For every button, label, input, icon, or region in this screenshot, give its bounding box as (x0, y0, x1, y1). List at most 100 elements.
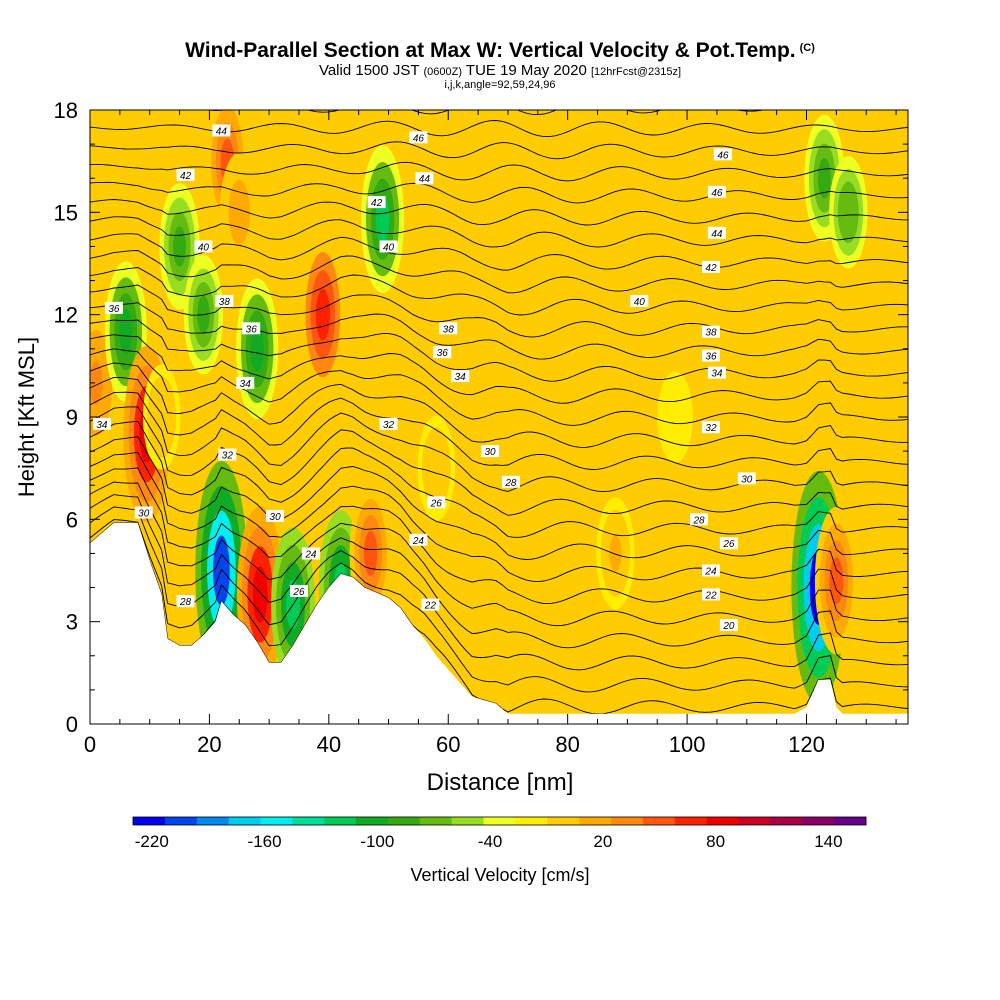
valid-time: Valid 1500 JST (318, 62, 420, 79)
colorbar-swatch (228, 817, 261, 825)
isentrope-label: 34 (236, 376, 255, 390)
isentrope-label-text: 32 (705, 423, 717, 434)
isentrope-line (90, 250, 908, 294)
isentrope-label-bg (104, 301, 123, 314)
isentrope-label-bg (701, 260, 720, 273)
colorbar-swatch (706, 817, 740, 825)
isentrope-line (90, 391, 908, 493)
isentrope-label-text: 28 (504, 478, 517, 489)
isentrope-label-bg (701, 564, 720, 577)
isentrope-label-bg (92, 417, 111, 430)
section-indices: i,j,k,angle=92,59,24,96 (444, 79, 556, 91)
isentrope-label-text: 34 (455, 372, 467, 383)
x-tick-label: 100 (669, 732, 706, 757)
x-tick-label: 40 (317, 732, 341, 757)
isentrope-label-text: 46 (711, 188, 723, 199)
isentrope-label: 38 (439, 322, 458, 335)
plot-clip-group: 44 46 46 42 44 46 42 44 40 40 42 36 38 40 36 38 38 36 36 34… (90, 110, 908, 724)
isentrope-label: 38 (215, 295, 234, 308)
isentrope-label: 30 (266, 509, 285, 523)
isentrope-label-bg (439, 322, 458, 335)
isentrope-label-bg (433, 346, 452, 359)
isentrope-label-bg (707, 185, 726, 198)
chart-title-text: Wind-Parallel Section at Max W: Vertical… (185, 39, 796, 62)
isentrope-line (90, 233, 908, 271)
isentrope-label-text: 40 (634, 297, 646, 308)
y-axis-title: Height [Kft MSL] (14, 337, 39, 497)
isentrope-label-text: 26 (722, 539, 735, 550)
isentrope-line (90, 284, 908, 338)
isentrope-line (90, 319, 908, 382)
chart-title: Wind-Parallel Section at Max W: Vertical… (0, 36, 1000, 63)
colorbar-swatch (515, 817, 548, 825)
y-tick-label: 15 (54, 200, 78, 225)
velocity-cell (669, 402, 681, 432)
isentrope-label-bg (707, 366, 726, 379)
valid-time-utc: (0600Z) (423, 66, 462, 78)
isentrope-label: 34 (451, 370, 470, 383)
isentrope-label: 26 (289, 584, 308, 598)
isentrope-label: 36 (242, 322, 261, 335)
isentrope-label-bg (176, 595, 195, 608)
isentrope-label-text: 46 (717, 150, 729, 161)
velocity-cell (842, 194, 855, 231)
isentrope-line (90, 216, 908, 248)
x-tick-label: 0 (84, 732, 96, 757)
isentrope-label-text: 36 (246, 324, 258, 335)
velocity-cell (173, 226, 186, 267)
isentrope-label-text: 44 (419, 174, 431, 185)
isentrope-line (90, 199, 908, 226)
isentrope-label: 36 (433, 346, 452, 359)
colorbar-swatch (547, 817, 580, 825)
colorbar-swatch (260, 817, 293, 825)
isentrope-label-bg (737, 472, 756, 485)
isentrope-label: 20 (719, 619, 738, 632)
isentrope-label-bg (409, 533, 428, 546)
isentrope-label-text: 36 (108, 304, 120, 315)
velocity-cell (829, 557, 844, 605)
isentrope-line (90, 377, 908, 470)
colorbar-swatch (834, 817, 867, 825)
colorbar-tick-label: 80 (706, 832, 725, 851)
isentrope-label: 46 (713, 148, 732, 161)
isentrope-label: 40 (194, 240, 213, 253)
isentrope-label-text: 26 (292, 587, 305, 598)
isentrope-label-bg (701, 349, 720, 362)
isentrope-label-text: 42 (705, 263, 717, 274)
velocity-cell (363, 530, 378, 576)
colorbar-swatch (770, 817, 803, 825)
isentrope-label-text: 46 (413, 133, 425, 144)
isentrope-label-bg (176, 168, 195, 181)
isentrope-line (90, 522, 908, 715)
isentrope-label-text: 36 (705, 352, 717, 363)
isentrope-label-text: 22 (424, 601, 437, 612)
isentrope-label: 24 (301, 547, 320, 560)
isentrope-label-bg (212, 124, 231, 137)
isentrope-label-bg (719, 537, 738, 550)
colorbar-swatch (579, 817, 612, 825)
colorbar-swatch (674, 817, 708, 825)
isentrope-line (90, 481, 908, 627)
valid-date: TUE 19 May 2020 (465, 62, 587, 79)
isentrope-label-text: 28 (692, 515, 705, 526)
colorbar-swatch (292, 817, 325, 825)
colorbar-tick-label: -40 (478, 832, 503, 851)
isentrope-label: 42 (176, 168, 195, 182)
colorbar: -220 -160 -100 -40 20 80 140 (132, 816, 867, 851)
isentrope-label: 46 (409, 131, 428, 144)
isentrope-line (90, 519, 908, 693)
isentrope-label-bg (301, 547, 320, 560)
velocity-cell (233, 193, 246, 232)
isentrope-label-bg (242, 322, 261, 335)
chart-title-tag: (C) (799, 42, 815, 54)
isentrope-label-text: 30 (138, 509, 150, 520)
isentrope-label-bg (215, 295, 234, 308)
colorbar-swatch (419, 817, 453, 825)
colorbar-swatch (133, 817, 166, 825)
colorbar-tick-label: -100 (360, 832, 394, 851)
y-tick-label: 0 (66, 712, 78, 737)
isentrope-label-bg (236, 376, 255, 389)
isentrope-label-text: 34 (711, 369, 723, 380)
isentrope-label-text: 38 (219, 297, 231, 308)
